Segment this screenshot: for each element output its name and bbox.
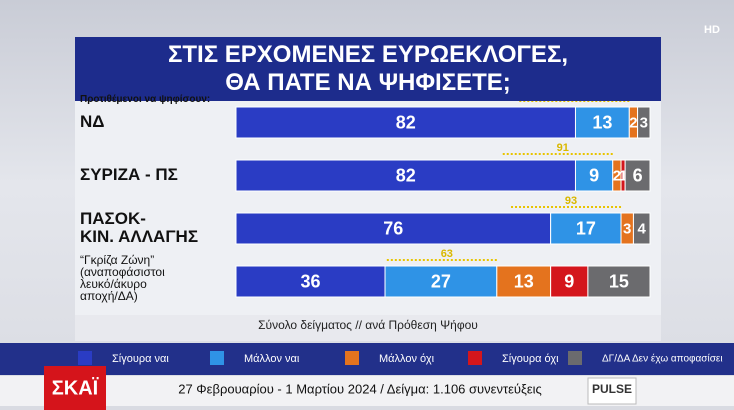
footer-panel [75, 315, 661, 341]
bar-segment [632, 212, 651, 245]
category-label: ΝΔ [80, 112, 105, 131]
category-label: ΠΑΣΟΚ- ΚΙΝ. ΑΛΛΑΓΗΣ [80, 209, 199, 246]
total-label: 63 [441, 248, 453, 260]
bar-segment [496, 265, 552, 298]
segment-label: 9 [589, 165, 599, 185]
bar-segment [587, 265, 651, 298]
segment-label: 13 [592, 112, 612, 132]
ticker: 27 Φεβρουαρίου - 1 Μαρτίου 2024 / Δείγμα… [178, 381, 542, 396]
legend-swatch [568, 351, 582, 365]
bar-segment [235, 106, 576, 139]
bar-segment [637, 106, 651, 139]
total-label: 91 [557, 142, 569, 154]
segment-label: 3 [640, 114, 648, 131]
legend-swatch [345, 351, 359, 365]
segment-label: 82 [396, 165, 416, 185]
segment-label: 13 [514, 271, 534, 291]
logo-box [44, 366, 106, 410]
legend-swatch [210, 351, 224, 365]
segment-label: 36 [301, 271, 321, 291]
segment-label: 27 [431, 271, 451, 291]
segment-label: 2 [629, 114, 637, 131]
footnote: Σύνολο δείγματος // ανά Πρόθεση Ψήφου [258, 318, 478, 332]
segment-label: 15 [609, 271, 629, 291]
pulse-box [587, 377, 637, 405]
segment-label: 1 [619, 167, 627, 184]
segment-label: 3 [623, 220, 631, 237]
bar-segment [550, 212, 622, 245]
logo: ΣΚΑΪ [52, 376, 99, 399]
segment-label: 9 [564, 271, 574, 291]
segment-label: 76 [383, 218, 403, 238]
legend-swatch [468, 351, 482, 365]
legend-label: ΔΓ/ΔΑ Δεν έχω αποφασίσει [602, 353, 723, 365]
category-label: ΣΥΡΙΖΑ - ΠΣ [80, 165, 178, 184]
bar-segment [624, 159, 651, 192]
legend-label: Σίγουρα όχι [502, 353, 559, 365]
segment-label: 82 [396, 112, 416, 132]
legend-band [0, 343, 734, 375]
bar-segment [574, 106, 630, 139]
legend-swatch [78, 351, 92, 365]
segment-label: 2 [613, 167, 621, 184]
hd-badge: HD [704, 24, 720, 36]
bar-segment [384, 265, 498, 298]
total-label: 93 [565, 195, 577, 207]
legend-label: Μάλλον όχι [379, 353, 435, 365]
bar-segment [235, 265, 386, 298]
chart-title: ΣΤΙΣ ΕΡΧΟΜΕΝΕΣ ΕΥΡΩΕΚΛΟΓΕΣ, ΘΑ ΠΑΤΕ ΝΑ Ψ… [75, 37, 661, 101]
legend-label: Σίγουρα ναι [112, 353, 169, 365]
pulse-logo: PULSE [592, 382, 632, 396]
category-label: “Γκρίζα Ζώνη” (αναποφάσιστοι λευκό/άκυρο… [80, 253, 165, 303]
segment-label: 4 [638, 220, 647, 237]
segment-label: 17 [576, 218, 596, 238]
segment-label: 6 [633, 165, 643, 185]
legend-label: Μάλλον ναι [244, 353, 300, 365]
bar-segment [235, 159, 576, 192]
row-header: Προτιθέμενοι να ψηφίσουν: [80, 94, 211, 105]
bar-segment [235, 212, 552, 245]
